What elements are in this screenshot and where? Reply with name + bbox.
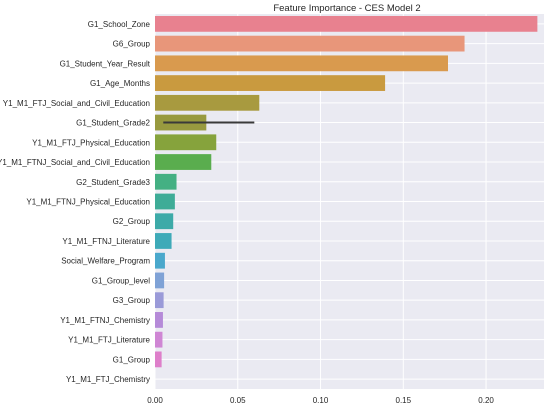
x-tick-label: 0.05 (230, 396, 246, 405)
y-tick-label: Social_Welfare_Program (61, 257, 150, 266)
bar (155, 312, 163, 328)
y-tick-label: Y1_M1_FTJ_Chemistry (66, 375, 150, 384)
y-tick-label: Y1_M1_FTNJ_Chemistry (60, 316, 150, 325)
y-tick-label: G1_Group_level (92, 276, 150, 285)
y-tick-label: Y1_M1_FTJ_Literature (68, 336, 150, 345)
x-tick-label: 0.00 (147, 396, 163, 405)
bar (155, 94, 260, 111)
bar (155, 292, 164, 309)
y-tick-label: G1_Student_Year_Result (60, 59, 151, 68)
bar (155, 75, 386, 91)
y-tick-label: Y1_M1_FTNJ_Physical_Education (26, 198, 150, 207)
chart-title: Feature Importance - CES Model 2 (273, 3, 420, 14)
bar (155, 351, 162, 368)
bar (155, 233, 172, 249)
y-tick-label: G1_School_Zone (88, 20, 151, 29)
bar (155, 193, 175, 210)
bars (155, 15, 538, 368)
x-tick-label: 0.10 (313, 396, 329, 405)
y-tick-label: G1_Age_Months (90, 79, 150, 88)
bar (155, 35, 465, 52)
y-tick-label: Y1_M1_FTJ_Physical_Education (32, 138, 150, 147)
y-tick-label: G1_Student_Grade2 (76, 119, 150, 128)
bar (155, 252, 165, 269)
y-tick-label: G1_Group (113, 355, 151, 364)
y-tick-label: Y1_M1_FTNJ_Social_and_Civil_Education (0, 158, 150, 167)
x-tick-label: 0.20 (478, 396, 494, 405)
y-tick-label: Y1_M1_FTJ_Social_and_Civil_Education (3, 99, 150, 108)
y-tick-label: G3_Group (113, 296, 151, 305)
y-tick-label: G6_Group (113, 40, 151, 49)
bar (155, 173, 177, 190)
bar (155, 134, 217, 151)
y-tick-label: G2_Student_Grade3 (76, 178, 150, 187)
x-tick-labels: 0.00 0.05 0.10 0.15 0.20 (147, 396, 494, 405)
bar (155, 331, 163, 348)
bar (155, 213, 174, 230)
y-tick-labels: G1_School_Zone G6_Group G1_Student_Year_Re… (0, 20, 151, 384)
bar (155, 15, 538, 32)
y-tick-label: Y1_M1_FTNJ_Literature (62, 237, 150, 246)
x-tick-label: 0.15 (396, 396, 412, 405)
bar (155, 55, 448, 72)
y-tick-label: G2_Group (113, 217, 151, 226)
bar (155, 272, 165, 289)
bar (155, 154, 212, 170)
